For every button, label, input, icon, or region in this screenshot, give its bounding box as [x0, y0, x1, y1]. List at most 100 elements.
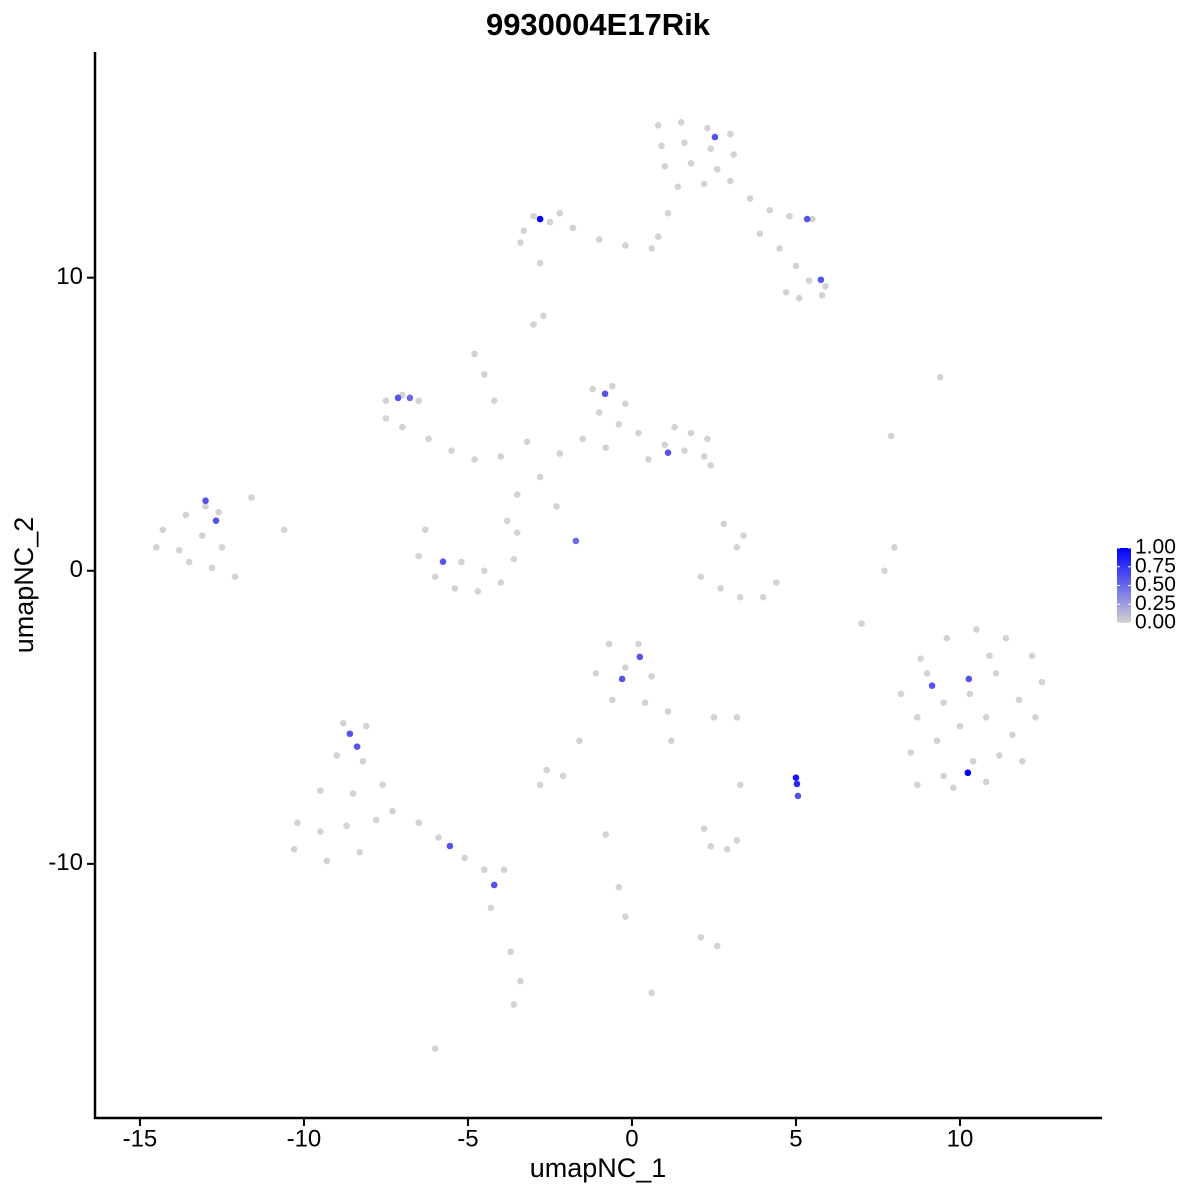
point — [595, 409, 603, 416]
point — [536, 259, 544, 267]
point — [809, 215, 816, 223]
point — [891, 544, 898, 551]
point — [394, 394, 402, 402]
point — [530, 321, 537, 328]
point — [720, 520, 728, 528]
point — [707, 145, 714, 153]
point — [415, 397, 423, 405]
point — [687, 160, 695, 167]
point — [1002, 634, 1010, 642]
point — [914, 714, 921, 721]
point — [212, 517, 220, 524]
point — [713, 942, 721, 950]
point — [727, 177, 734, 185]
point — [510, 1001, 518, 1008]
point — [343, 822, 350, 830]
point — [711, 133, 719, 141]
x-tick-label: 10 — [947, 1125, 974, 1152]
point — [439, 558, 447, 565]
point — [280, 526, 288, 534]
y-tick-label: 10 — [56, 263, 83, 290]
point — [435, 834, 442, 841]
point — [520, 227, 528, 235]
point — [986, 652, 993, 660]
point — [500, 866, 508, 874]
point — [635, 429, 642, 437]
point — [733, 837, 741, 844]
point — [497, 453, 505, 460]
chart-title: 9930004E17Rik — [486, 7, 711, 42]
point — [517, 239, 524, 246]
point — [510, 555, 518, 563]
point — [648, 673, 655, 680]
point — [382, 415, 390, 422]
point — [648, 989, 655, 997]
point — [992, 670, 1000, 677]
point — [523, 438, 531, 446]
point — [481, 866, 488, 874]
point — [353, 743, 361, 750]
point — [540, 312, 547, 320]
point — [615, 420, 623, 428]
point — [641, 699, 649, 706]
point — [982, 714, 990, 721]
point — [294, 819, 301, 827]
point — [215, 508, 222, 516]
point — [185, 558, 193, 566]
point — [674, 183, 682, 191]
point — [559, 772, 567, 780]
point — [681, 447, 688, 454]
point — [817, 276, 825, 284]
point — [595, 236, 603, 243]
point — [756, 230, 764, 238]
y-axis-title: umapNC_2 — [9, 517, 39, 654]
point — [323, 857, 331, 865]
point — [389, 807, 396, 815]
point — [231, 573, 239, 580]
point — [425, 435, 432, 443]
point — [372, 816, 380, 824]
point — [248, 494, 255, 501]
point — [940, 772, 947, 780]
point — [556, 450, 564, 457]
point — [700, 825, 708, 833]
point — [218, 544, 226, 551]
point — [792, 262, 800, 270]
point — [569, 224, 577, 232]
point — [490, 881, 498, 889]
point — [661, 163, 669, 170]
point — [982, 778, 990, 786]
point — [461, 854, 468, 862]
point — [923, 670, 931, 677]
point — [794, 792, 802, 800]
point — [658, 142, 665, 150]
point — [553, 503, 560, 510]
point — [517, 977, 524, 985]
point — [356, 848, 364, 856]
point — [504, 517, 511, 525]
point — [881, 567, 888, 575]
point — [536, 215, 544, 223]
point — [608, 696, 616, 704]
point — [546, 218, 554, 226]
point — [290, 845, 298, 853]
point — [654, 121, 662, 129]
point — [707, 842, 714, 850]
point — [668, 737, 675, 745]
color-tick-label: 1.00 — [1135, 536, 1176, 559]
color-tick-label: 0.00 — [1135, 611, 1176, 634]
points — [153, 119, 1046, 1052]
point — [636, 653, 644, 661]
point — [208, 564, 216, 572]
point — [589, 385, 596, 393]
point — [928, 682, 936, 689]
point — [803, 215, 811, 223]
point — [153, 544, 160, 551]
point — [950, 784, 957, 791]
point — [776, 245, 783, 252]
point — [359, 757, 367, 765]
point — [681, 139, 688, 147]
point — [415, 552, 423, 560]
point — [608, 382, 616, 390]
point — [431, 1045, 439, 1052]
